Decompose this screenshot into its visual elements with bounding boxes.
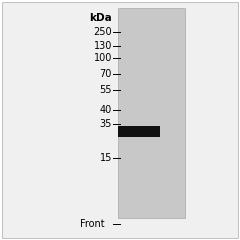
- Text: 130: 130: [94, 41, 112, 51]
- Bar: [118, 126, 160, 137]
- Text: 35: 35: [100, 119, 112, 129]
- Text: 15: 15: [100, 153, 112, 163]
- Text: kDa: kDa: [89, 13, 112, 23]
- Text: 250: 250: [93, 27, 112, 37]
- Text: Front: Front: [80, 219, 105, 229]
- Text: 100: 100: [94, 53, 112, 63]
- Text: 55: 55: [100, 85, 112, 95]
- Text: 70: 70: [100, 69, 112, 79]
- Text: 40: 40: [100, 105, 112, 115]
- Bar: [118, 8, 185, 218]
